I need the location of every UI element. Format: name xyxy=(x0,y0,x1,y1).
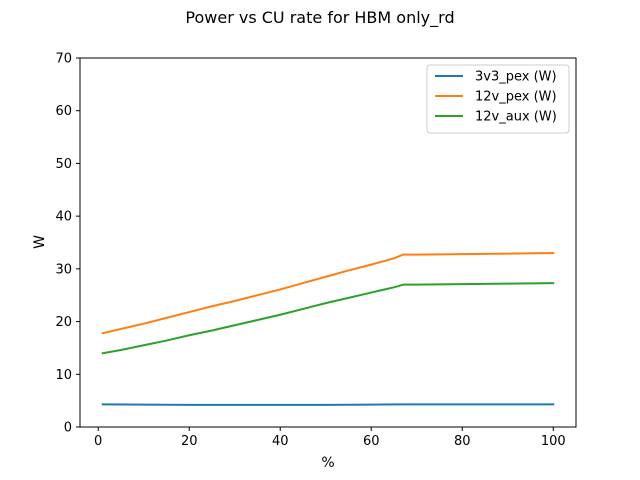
y-tick-label: 40 xyxy=(55,210,72,225)
y-tick-label: 60 xyxy=(55,104,72,119)
x-tick-label: 80 xyxy=(454,434,471,449)
x-tick-label: 100 xyxy=(541,434,566,449)
x-tick-label: 20 xyxy=(181,434,198,449)
y-tick-label: 20 xyxy=(55,315,72,330)
series-line-2 xyxy=(101,282,555,355)
axes-frame xyxy=(79,57,577,428)
y-tick-label: 10 xyxy=(55,368,72,383)
y-tick-label: 0 xyxy=(64,421,72,436)
y-tick-label: 30 xyxy=(55,262,72,277)
x-axis-label: % xyxy=(321,455,334,471)
y-tick-label: 70 xyxy=(55,52,72,67)
legend-label-0: 3v3_pex (W) xyxy=(475,70,557,85)
x-tick-label: 40 xyxy=(272,434,289,449)
chart-title: Power vs CU rate for HBM only_rd xyxy=(185,8,454,28)
plot-area: 0 20 40 60 80 100 0 10 20 30 40 50 60 70 xyxy=(55,52,577,449)
y-tick-label: 50 xyxy=(55,157,72,172)
series-line-1 xyxy=(101,252,555,335)
x-tick-label: 60 xyxy=(363,434,380,449)
legend-label-1: 12v_pex (W) xyxy=(475,90,557,105)
legend-label-2: 12v_aux (W) xyxy=(475,110,557,125)
y-axis-label: W xyxy=(32,235,48,249)
series-line-0 xyxy=(101,403,555,406)
x-tick-label: 0 xyxy=(94,434,102,449)
legend: 3v3_pex (W) 12v_pex (W) 12v_aux (W) xyxy=(426,64,570,134)
